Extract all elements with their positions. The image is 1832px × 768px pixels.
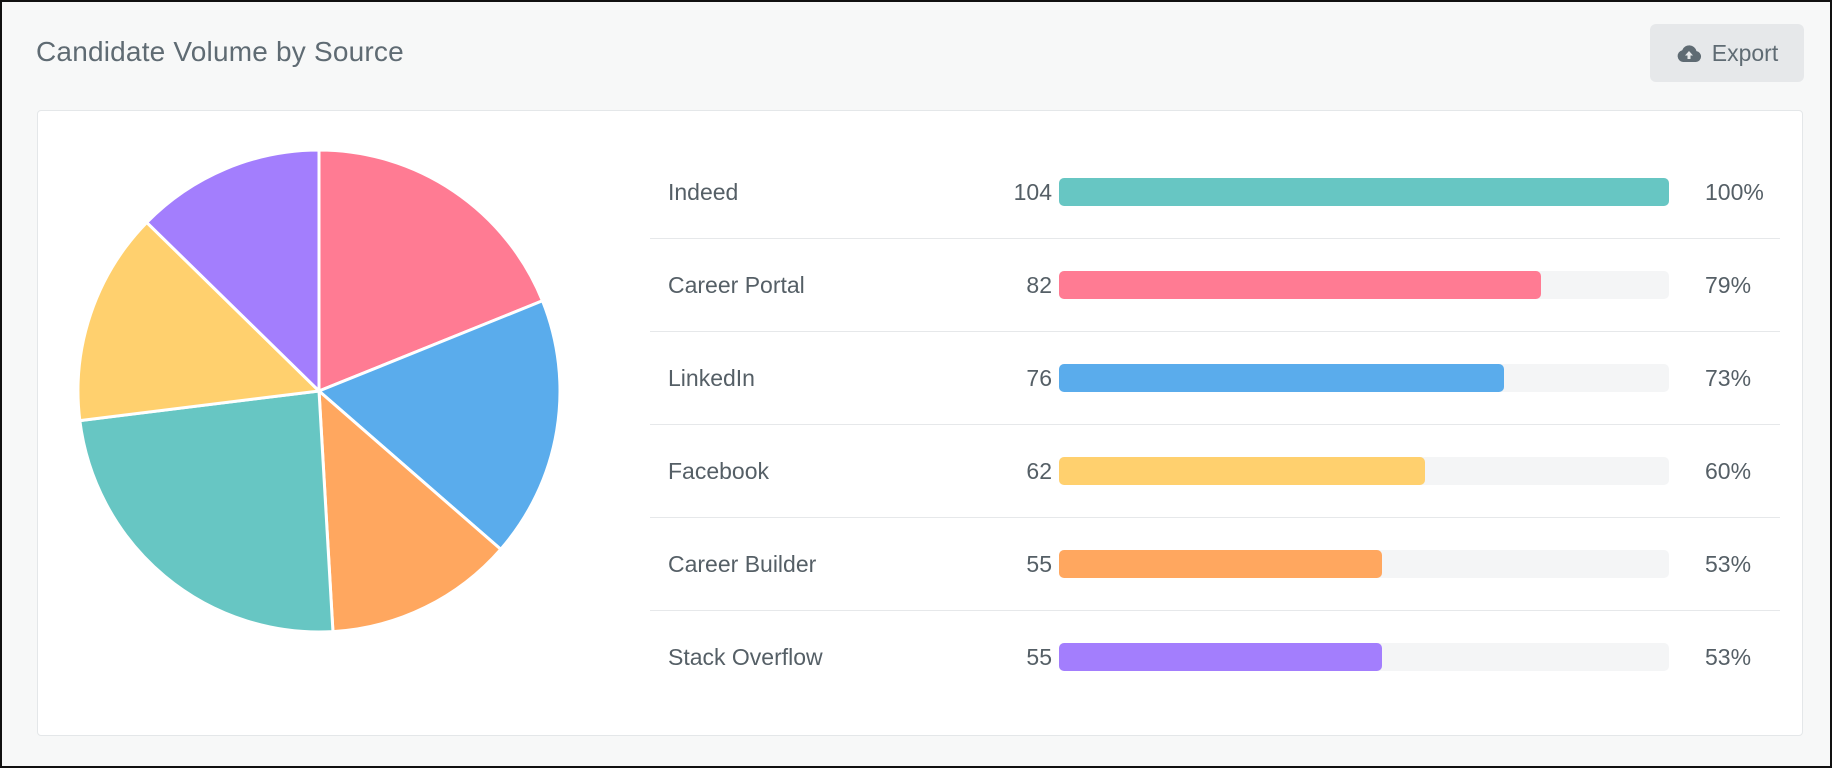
pie-slice-stack-overflow[interactable] bbox=[145, 148, 321, 393]
export-button[interactable]: Export bbox=[1650, 24, 1804, 82]
chart-card: Indeed 104 100% Career Portal 82 79% LinkedIn 7… bbox=[37, 110, 1803, 736]
bar-track bbox=[1059, 271, 1669, 299]
widget-title: Candidate Volume by Source bbox=[36, 36, 404, 67]
source-percent: 53% bbox=[1705, 644, 1752, 670]
source-percent: 100% bbox=[1705, 179, 1764, 205]
source-label: Career Builder bbox=[668, 551, 817, 577]
source-row-indeed: Indeed 104 100% bbox=[650, 146, 1780, 239]
source-percent: 79% bbox=[1705, 272, 1752, 298]
bar-track bbox=[1059, 364, 1669, 392]
source-percent: 73% bbox=[1705, 365, 1752, 391]
source-count: 76 bbox=[1026, 365, 1052, 391]
source-label: LinkedIn bbox=[668, 365, 755, 391]
source-count: 104 bbox=[1013, 179, 1052, 205]
bar-track bbox=[1059, 457, 1669, 485]
pie-slice-career-portal[interactable] bbox=[317, 148, 544, 393]
source-count: 62 bbox=[1026, 458, 1052, 484]
pie-slice-career-builder[interactable] bbox=[317, 389, 503, 634]
bar-track bbox=[1059, 550, 1669, 578]
source-count: 55 bbox=[1026, 551, 1052, 577]
source-bar-list: Indeed 104 100% Career Portal 82 79% LinkedIn 7… bbox=[650, 146, 1780, 703]
bar-fill-career-builder bbox=[1059, 550, 1383, 578]
source-percent: 53% bbox=[1705, 551, 1752, 577]
pie-slice-facebook[interactable] bbox=[76, 220, 321, 423]
source-row-career-portal: Career Portal 82 79% bbox=[650, 239, 1780, 332]
source-label: Facebook bbox=[668, 458, 770, 484]
source-row-linkedin: LinkedIn 76 73% bbox=[650, 332, 1780, 425]
source-count: 82 bbox=[1026, 272, 1052, 298]
source-label: Career Portal bbox=[668, 272, 805, 298]
source-label: Indeed bbox=[668, 179, 739, 205]
pie-chart bbox=[76, 148, 562, 634]
bar-track bbox=[1059, 643, 1669, 671]
pie-slice-linkedin[interactable] bbox=[317, 299, 562, 551]
bar-fill-indeed bbox=[1059, 178, 1669, 206]
source-row-stack-overflow: Stack Overflow 55 53% bbox=[650, 611, 1780, 703]
source-row-career-builder: Career Builder 55 53% bbox=[650, 518, 1780, 611]
source-row-facebook: Facebook 62 60% bbox=[650, 425, 1780, 518]
bar-fill-stack-overflow bbox=[1059, 643, 1383, 671]
source-count: 55 bbox=[1026, 644, 1052, 670]
source-percent: 60% bbox=[1705, 458, 1752, 484]
bar-fill-facebook bbox=[1059, 457, 1425, 485]
bar-fill-linkedin bbox=[1059, 364, 1505, 392]
bar-fill-career-portal bbox=[1059, 271, 1541, 299]
bar-track bbox=[1059, 178, 1669, 206]
source-label: Stack Overflow bbox=[668, 644, 823, 670]
export-label: Export bbox=[1711, 39, 1779, 66]
pie-slice-indeed[interactable] bbox=[78, 389, 335, 634]
cloud-upload-icon bbox=[1677, 45, 1701, 62]
